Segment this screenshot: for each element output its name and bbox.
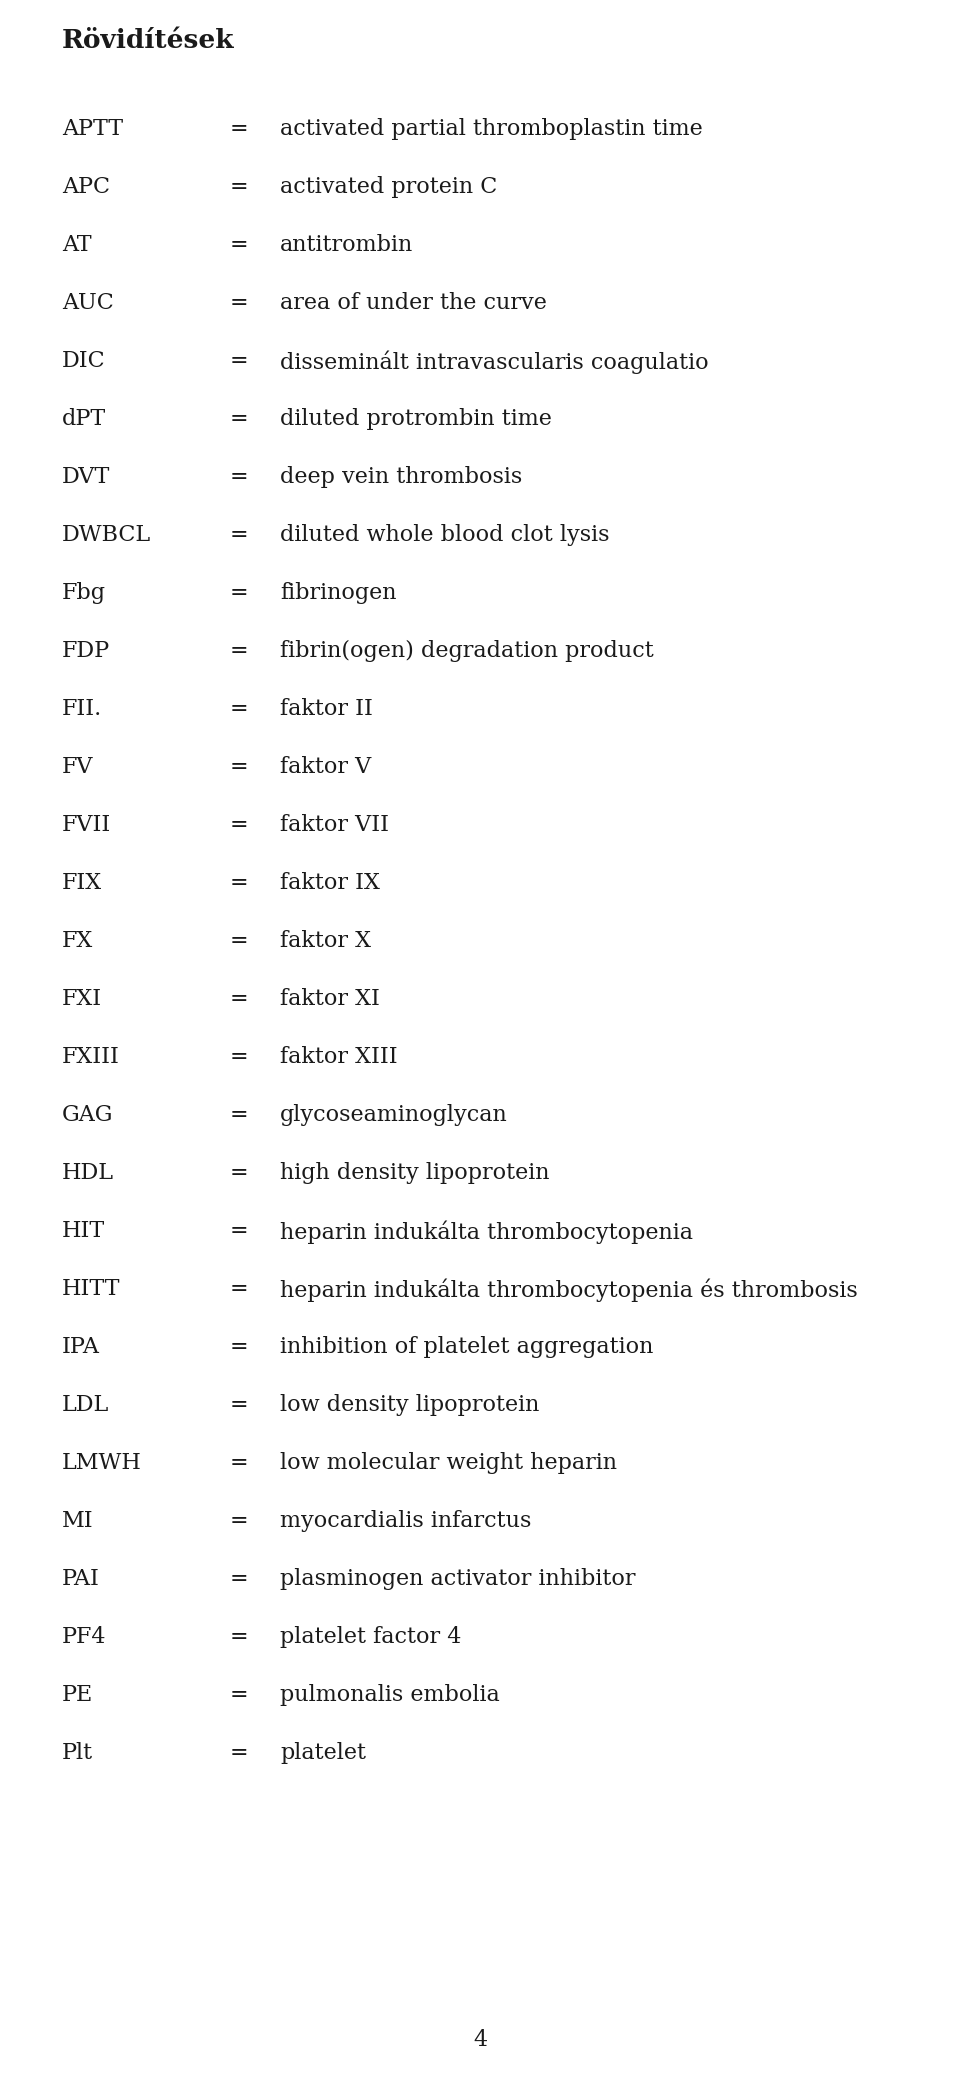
Text: HDL: HDL (62, 1162, 114, 1185)
Text: FXIII: FXIII (62, 1046, 120, 1069)
Text: antitrombin: antitrombin (280, 235, 413, 256)
Text: FV: FV (62, 757, 93, 778)
Text: =: = (230, 1451, 249, 1474)
Text: =: = (230, 1626, 249, 1649)
Text: PE: PE (62, 1684, 93, 1707)
Text: =: = (230, 1509, 249, 1532)
Text: glycoseaminoglycan: glycoseaminoglycan (280, 1104, 508, 1127)
Text: MI: MI (62, 1509, 94, 1532)
Text: PF4: PF4 (62, 1626, 107, 1649)
Text: AUC: AUC (62, 291, 113, 314)
Text: =: = (230, 1162, 249, 1185)
Text: =: = (230, 177, 249, 198)
Text: activated protein C: activated protein C (280, 177, 497, 198)
Text: HITT: HITT (62, 1279, 121, 1299)
Text: =: = (230, 640, 249, 661)
Text: =: = (230, 1742, 249, 1763)
Text: low molecular weight heparin: low molecular weight heparin (280, 1451, 617, 1474)
Text: myocardialis infarctus: myocardialis infarctus (280, 1509, 532, 1532)
Text: faktor V: faktor V (280, 757, 372, 778)
Text: PAI: PAI (62, 1568, 100, 1590)
Text: inhibition of platelet aggregation: inhibition of platelet aggregation (280, 1337, 654, 1358)
Text: diluted protrombin time: diluted protrombin time (280, 407, 552, 430)
Text: =: = (230, 871, 249, 894)
Text: FXI: FXI (62, 988, 102, 1010)
Text: =: = (230, 119, 249, 139)
Text: LDL: LDL (62, 1395, 109, 1416)
Text: =: = (230, 291, 249, 314)
Text: =: = (230, 929, 249, 952)
Text: APC: APC (62, 177, 110, 198)
Text: =: = (230, 757, 249, 778)
Text: =: = (230, 524, 249, 547)
Text: Fbg: Fbg (62, 582, 106, 605)
Text: DVT: DVT (62, 466, 110, 489)
Text: =: = (230, 349, 249, 372)
Text: plasminogen activator inhibitor: plasminogen activator inhibitor (280, 1568, 636, 1590)
Text: FIX: FIX (62, 871, 102, 894)
Text: =: = (230, 1337, 249, 1358)
Text: =: = (230, 1395, 249, 1416)
Text: =: = (230, 1279, 249, 1299)
Text: DWBCL: DWBCL (62, 524, 151, 547)
Text: =: = (230, 235, 249, 256)
Text: deep vein thrombosis: deep vein thrombosis (280, 466, 522, 489)
Text: low density lipoprotein: low density lipoprotein (280, 1395, 540, 1416)
Text: LMWH: LMWH (62, 1451, 142, 1474)
Text: fibrin(ogen) degradation product: fibrin(ogen) degradation product (280, 640, 654, 661)
Text: =: = (230, 466, 249, 489)
Text: =: = (230, 582, 249, 605)
Text: pulmonalis embolia: pulmonalis embolia (280, 1684, 500, 1707)
Text: APTT: APTT (62, 119, 123, 139)
Text: FX: FX (62, 929, 93, 952)
Text: FDP: FDP (62, 640, 110, 661)
Text: faktor IX: faktor IX (280, 871, 380, 894)
Text: FVII: FVII (62, 815, 111, 836)
Text: activated partial thromboplastin time: activated partial thromboplastin time (280, 119, 703, 139)
Text: platelet factor 4: platelet factor 4 (280, 1626, 462, 1649)
Text: diluted whole blood clot lysis: diluted whole blood clot lysis (280, 524, 610, 547)
Text: =: = (230, 1104, 249, 1127)
Text: FII.: FII. (62, 699, 103, 719)
Text: area of under the curve: area of under the curve (280, 291, 547, 314)
Text: dPT: dPT (62, 407, 107, 430)
Text: DIC: DIC (62, 349, 106, 372)
Text: =: = (230, 1684, 249, 1707)
Text: faktor X: faktor X (280, 929, 371, 952)
Text: fibrinogen: fibrinogen (280, 582, 396, 605)
Text: =: = (230, 988, 249, 1010)
Text: =: = (230, 1220, 249, 1241)
Text: faktor XI: faktor XI (280, 988, 380, 1010)
Text: high density lipoprotein: high density lipoprotein (280, 1162, 549, 1185)
Text: platelet: platelet (280, 1742, 366, 1763)
Text: heparin indukálta thrombocytopenia: heparin indukálta thrombocytopenia (280, 1220, 693, 1243)
Text: faktor VII: faktor VII (280, 815, 389, 836)
Text: Plt: Plt (62, 1742, 93, 1763)
Text: =: = (230, 1046, 249, 1069)
Text: faktor II: faktor II (280, 699, 372, 719)
Text: =: = (230, 699, 249, 719)
Text: 4: 4 (473, 2029, 487, 2052)
Text: Rövidítések: Rövidítések (62, 27, 234, 52)
Text: =: = (230, 1568, 249, 1590)
Text: AT: AT (62, 235, 91, 256)
Text: GAG: GAG (62, 1104, 113, 1127)
Text: =: = (230, 815, 249, 836)
Text: disseminált intravascularis coagulatio: disseminált intravascularis coagulatio (280, 349, 708, 374)
Text: HIT: HIT (62, 1220, 106, 1241)
Text: IPA: IPA (62, 1337, 100, 1358)
Text: heparin indukálta thrombocytopenia és thrombosis: heparin indukálta thrombocytopenia és th… (280, 1279, 857, 1301)
Text: =: = (230, 407, 249, 430)
Text: faktor XIII: faktor XIII (280, 1046, 397, 1069)
